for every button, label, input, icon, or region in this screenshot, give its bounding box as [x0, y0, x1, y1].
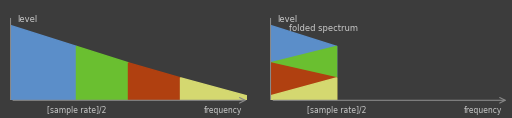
Polygon shape — [129, 63, 181, 100]
Text: [sample rate]/2: [sample rate]/2 — [307, 105, 366, 115]
Text: frequency: frequency — [464, 105, 502, 115]
Polygon shape — [270, 46, 336, 100]
Text: folded spectrum: folded spectrum — [289, 25, 358, 34]
Polygon shape — [270, 25, 336, 100]
Polygon shape — [76, 46, 129, 100]
Text: level: level — [278, 15, 298, 24]
Polygon shape — [181, 78, 247, 100]
Polygon shape — [270, 63, 336, 100]
Text: level: level — [17, 15, 37, 24]
Text: frequency: frequency — [204, 105, 242, 115]
Text: [sample rate]/2: [sample rate]/2 — [47, 105, 106, 115]
Polygon shape — [10, 25, 76, 100]
Polygon shape — [270, 78, 336, 100]
